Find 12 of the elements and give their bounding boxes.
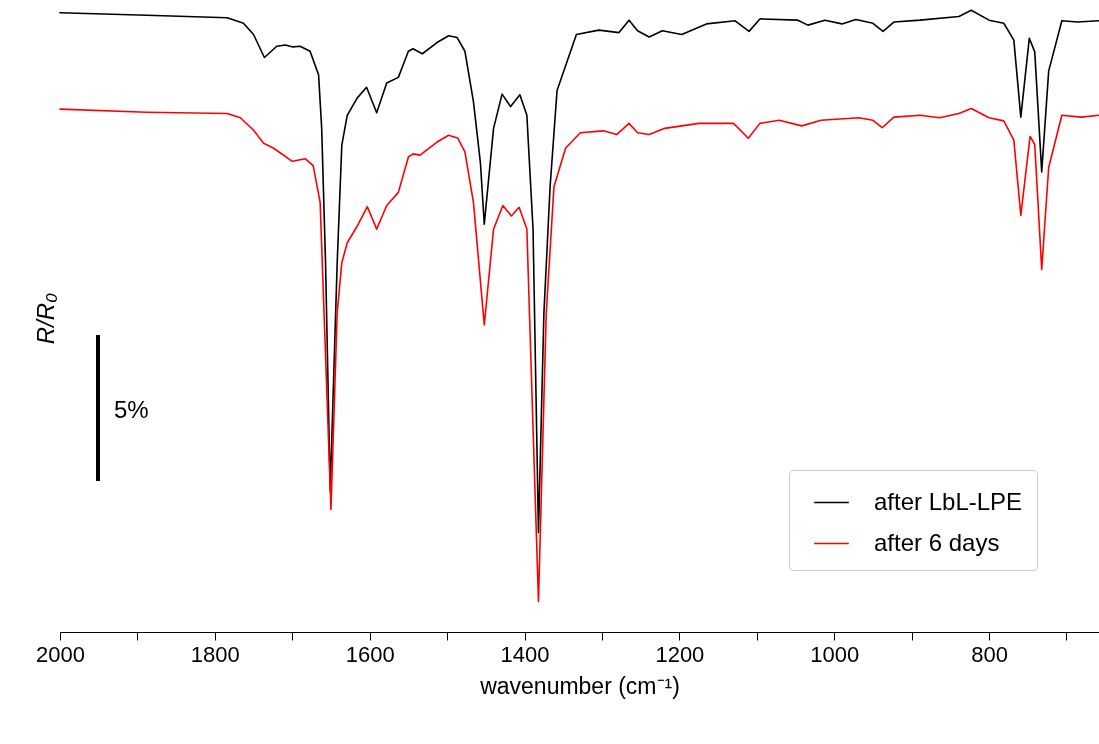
x-tick-label: 1600 — [345, 641, 395, 667]
x-tick-label: 1000 — [810, 641, 860, 667]
y-axis-title: R/R₀ — [31, 292, 59, 345]
x-tick-label: 800 — [971, 641, 1008, 667]
annotation: 5% — [114, 396, 149, 424]
x-tick-label: 1200 — [655, 641, 705, 667]
x-tick-label: 1400 — [500, 641, 550, 667]
legend-label: after LbL-LPE — [874, 487, 1023, 515]
x-axis-title: wavenumber (cm⁻¹) — [479, 672, 680, 699]
x-tick-label: 2000 — [36, 641, 85, 667]
x-tick-label: 1800 — [190, 641, 240, 667]
legend-label: after 6 days — [874, 528, 1000, 556]
